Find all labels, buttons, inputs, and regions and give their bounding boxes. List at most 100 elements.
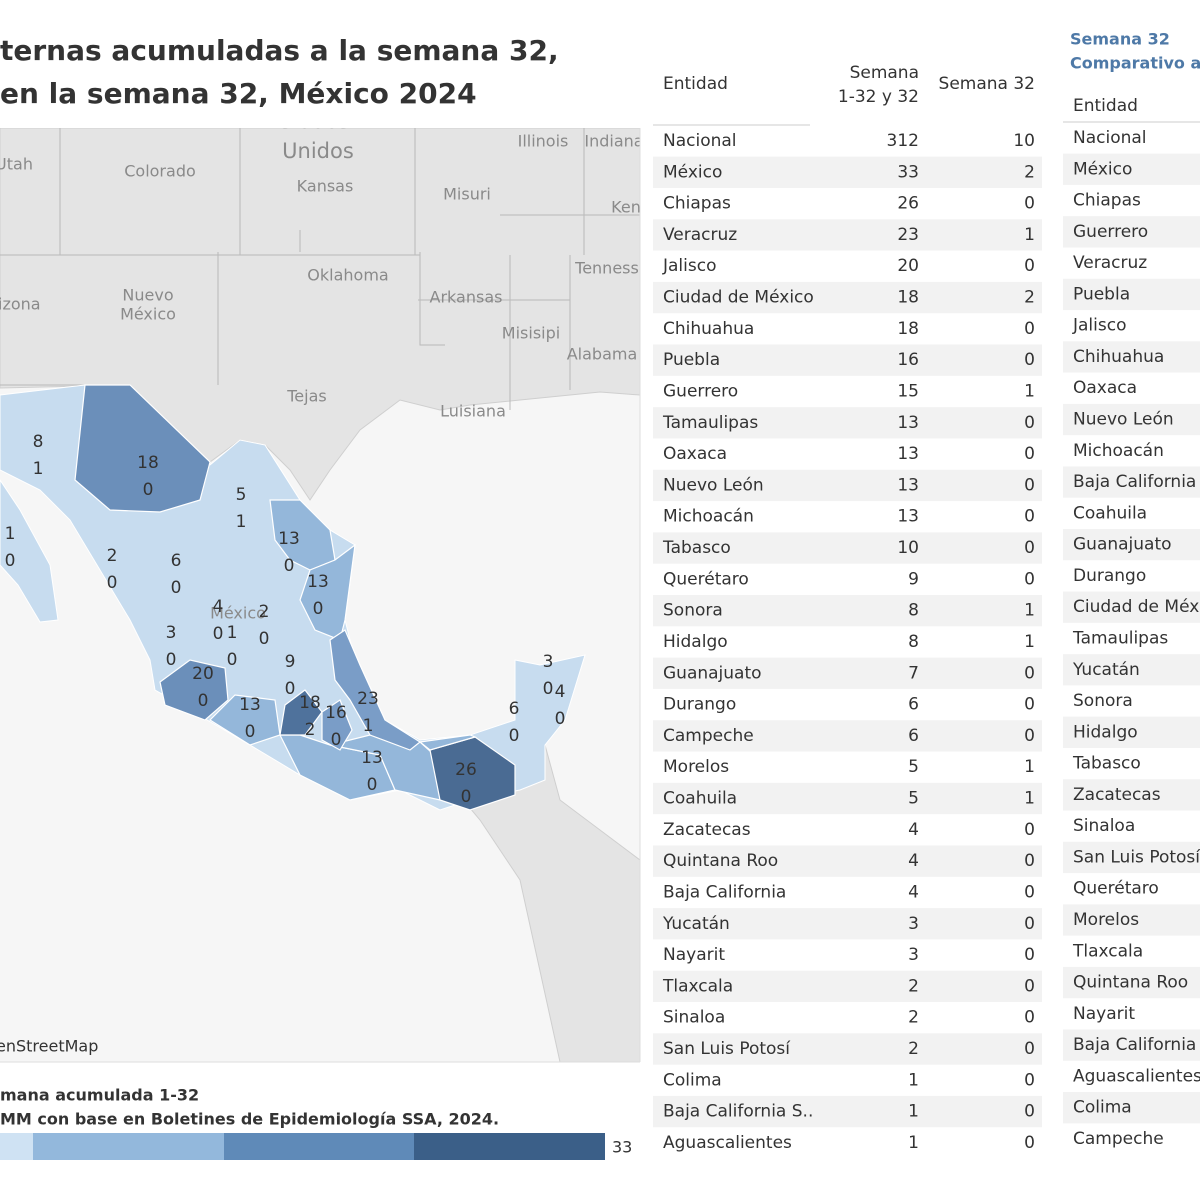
row-band [1063,529,1200,561]
week-count: 1 [1024,601,1035,621]
legend-title: mana acumulada 1-32 [0,1086,199,1105]
row-band [1063,966,1200,999]
table-2-title: Comparativo añ [1070,54,1200,73]
map-value-label: 9 [285,652,296,672]
row-band [653,845,1042,877]
map-value-label: 1 [227,623,238,643]
entity-name: Hidalgo [1073,722,1138,742]
entity-name: México [663,162,722,182]
week-count: 1 [1024,789,1035,809]
map-value-label: 0 [313,599,324,619]
entity-name: Yucatán [1072,660,1140,680]
entity-name: Tlaxcala [1072,941,1143,961]
entity-name: Colima [1073,1098,1132,1118]
entity-name: Campeche [663,726,754,746]
map-value-label: 2 [305,720,316,740]
entity-name: Tlaxcala [662,976,733,996]
week-count: 0 [1024,945,1035,965]
row-band [653,407,1042,439]
entity-name: México [1073,159,1132,179]
entity-name: Quintana Roo [1073,973,1188,993]
entity-name: Querétaro [1073,879,1159,899]
map-value-label: 0 [331,730,342,750]
cumulative-count: 10 [897,538,919,558]
row-band [653,156,1042,188]
entity-name: Tabasco [662,538,731,558]
map-value-label: 0 [143,480,154,500]
entity-name: Morelos [663,757,729,777]
cumulative-count: 1 [908,1070,919,1090]
week-count: 0 [1024,475,1035,495]
row-band [1063,216,1200,248]
cumulative-count: 13 [897,475,919,495]
row-band [653,469,1042,502]
cumulative-count: 4 [908,820,919,840]
week-count: 1 [1024,381,1035,401]
map-value-label: 18 [137,453,159,473]
cumulative-count: 13 [897,413,919,433]
map-value-label: 0 [245,722,256,742]
entity-name: Jalisco [662,256,716,276]
cumulative-count: 6 [908,695,919,715]
row-band [1063,591,1200,623]
table-2-title: Semana 32 [1070,30,1170,49]
entity-name: Guanajuato [663,663,762,683]
row-band [653,908,1042,940]
cumulative-count: 26 [897,194,919,214]
map-value-label: 26 [455,760,477,780]
map-value-label: 3 [543,652,554,672]
place-name: Illinois [518,132,569,151]
cumulative-count: 23 [897,225,919,245]
cumulative-count: 4 [908,851,919,871]
entity-name: Chiapas [1073,191,1141,211]
entity-name: San Luis Potosí [663,1039,791,1059]
week-count: 0 [1024,350,1035,370]
row-band [653,1095,1042,1128]
map-value-label: 0 [555,709,566,729]
entity-name: Baja California S.. [663,1102,813,1122]
map-value-label: 0 [213,624,224,644]
source-note: MM con base en Boletines de Epidemiologí… [0,1110,499,1129]
entity-name: Nayarit [1073,1004,1135,1024]
map-value-label: 0 [5,551,16,571]
entity-name: Colima [663,1070,722,1090]
map-value-label: 16 [325,703,347,723]
entity-name: Guanajuato [1073,535,1172,555]
entity-name: Hidalgo [663,632,728,652]
week-count: 2 [1024,162,1035,182]
week-count: 0 [1024,569,1035,589]
entity-name: Nayarit [663,945,725,965]
place-name: Nuevo [122,286,173,305]
row-band [653,594,1042,627]
place-name: rizona [0,295,41,314]
states [74,384,516,811]
place-name: México [210,604,266,623]
cumulative-count: 2 [908,1008,919,1028]
cumulative-count: 5 [908,757,919,777]
row-band [1063,1092,1200,1124]
week-count: 10 [1013,131,1035,151]
map-value-label: 0 [107,573,118,593]
place-name: Indiana [584,132,643,151]
row-band [653,720,1042,752]
map-value-label: 0 [367,775,378,795]
map-value-label: 0 [509,726,520,746]
map-value-label: 4 [213,597,224,617]
cumulative-count: 20 [897,256,919,276]
week-count: 0 [1024,726,1035,746]
state-borders [0,128,640,410]
place-name: Unidos [282,139,354,163]
row-band [653,782,1042,815]
cumulative-count: 18 [897,319,919,339]
cumulative-count: 4 [908,882,919,902]
column-header: Semana [850,63,919,83]
column-header: 1-32 y 32 [838,87,919,107]
row-band [1063,403,1200,436]
place-name: Tejas [286,387,326,406]
entity-name: Sonora [1073,691,1133,711]
row-band [1063,1029,1200,1061]
entity-name: Baja California [663,882,786,902]
color-ramp [0,1133,605,1160]
entity-name: Oaxaca [1073,378,1137,398]
